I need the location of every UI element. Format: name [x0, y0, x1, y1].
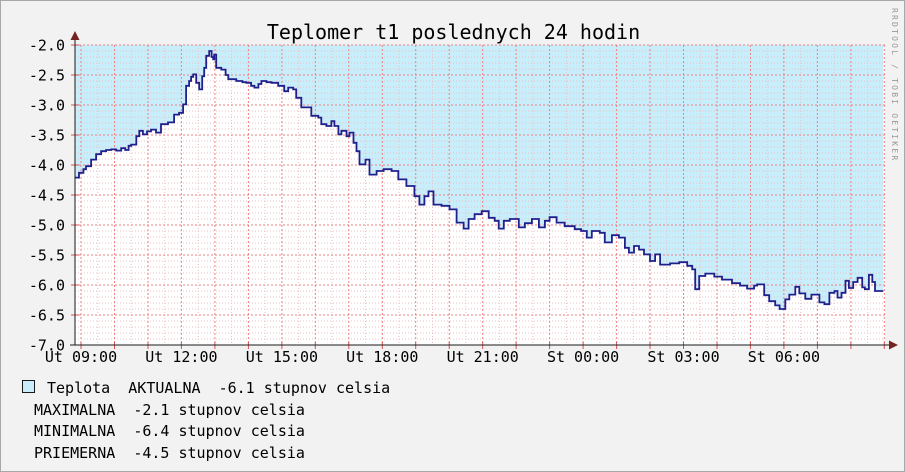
legend-line-aktualna: Teplota AKTUALNA -6.1 stupnov celsia: [47, 379, 391, 397]
legend-line-minimalna: MINIMALNA -6.4 stupnov celsia: [34, 422, 305, 440]
axis-arrows: [70, 31, 898, 350]
svg-text:St 00:00: St 00:00: [547, 348, 619, 366]
svg-text:-4.0: -4.0: [29, 157, 65, 175]
svg-text:Ut 21:00: Ut 21:00: [447, 348, 519, 366]
svg-text:-7.0: -7.0: [29, 337, 65, 355]
major-gridlines: [75, 44, 885, 346]
rrdtool-watermark: RRDTOOL / TOBI OETIKER: [890, 8, 899, 163]
svg-text:St 03:00: St 03:00: [647, 348, 719, 366]
legend-line-maximalna: MAXIMALNA -2.1 stupnov celsia: [34, 400, 305, 419]
y-axis-labels: -2.0 -2.5 -3.0 -3.5 -4.0 -4.5 -5.0 -5.5 -6.0 -6.5…: [29, 37, 65, 355]
svg-text:-4.5: -4.5: [29, 187, 65, 205]
svg-text:-5.5: -5.5: [29, 247, 65, 265]
teplota-line: [75, 50, 884, 310]
axes: [70, 34, 891, 346]
svg-text:-2.0: -2.0: [29, 37, 65, 55]
svg-text:-6.5: -6.5: [29, 307, 65, 325]
svg-text:-3.0: -3.0: [29, 97, 65, 115]
svg-text:St 06:00: St 06:00: [748, 348, 820, 366]
chart-title: Teplomer t1 poslednych 24 hodin: [266, 20, 641, 44]
svg-text:-2.5: -2.5: [29, 67, 65, 85]
svg-text:-3.5: -3.5: [29, 127, 65, 145]
svg-text:-5.0: -5.0: [29, 217, 65, 235]
svg-text:Ut 09:00: Ut 09:00: [45, 348, 117, 366]
svg-text:Ut 12:00: Ut 12:00: [145, 348, 217, 366]
svg-text:Ut 15:00: Ut 15:00: [246, 348, 318, 366]
teplota-color-swatch: [22, 380, 35, 393]
svg-text:-6.0: -6.0: [29, 277, 65, 295]
legend-line-priemerna: PRIEMERNA -4.5 stupnov celsia: [34, 443, 305, 462]
x-axis-labels: Ut 09:00 Ut 12:00 Ut 15:00 Ut 18:00 Ut 21:00…: [45, 348, 820, 366]
svg-text:Ut 18:00: Ut 18:00: [346, 348, 418, 366]
